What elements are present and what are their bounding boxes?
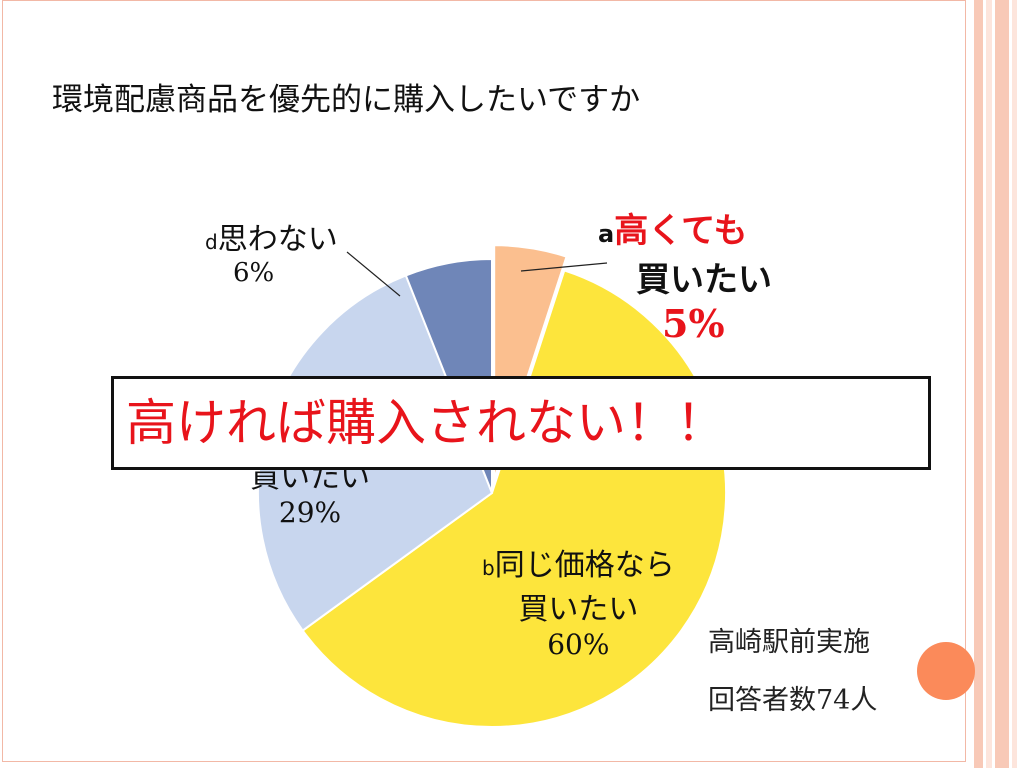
label-d-code: d (205, 230, 218, 254)
label-b-percent: 60% (547, 628, 610, 661)
label-b-text-2: 買いたい (518, 592, 639, 627)
label-a-code: a (598, 220, 615, 248)
leader-line-d (346, 251, 401, 297)
label-d-text: 思わない (217, 222, 338, 257)
label-b: b同じ価格なら 買いたい 60% (482, 540, 675, 661)
callout-box: 高ければ購入されない！！ (111, 376, 931, 470)
label-d: d思わない 6% (205, 214, 338, 288)
label-b-text: 同じ価格なら (494, 548, 675, 583)
slide-title: 環境配慮商品を優先的に購入したいですか (52, 82, 641, 118)
label-c-percent: 29% (278, 496, 342, 529)
decorative-circle (917, 642, 975, 700)
survey-location-note: 高崎駅前実施 (708, 627, 870, 658)
label-a-text-2: 買いたい (636, 260, 772, 300)
respondents-note: 回答者数74人 (708, 685, 878, 716)
label-a-text: 高くても (614, 211, 748, 251)
label-a: a高くても 買いたい 5% (598, 203, 772, 346)
label-b-code: b (482, 556, 495, 580)
decorative-stripes (968, 0, 1024, 768)
label-d-percent: 6% (233, 258, 275, 288)
label-a-percent: 5% (662, 301, 725, 346)
leader-line-a (520, 262, 608, 272)
